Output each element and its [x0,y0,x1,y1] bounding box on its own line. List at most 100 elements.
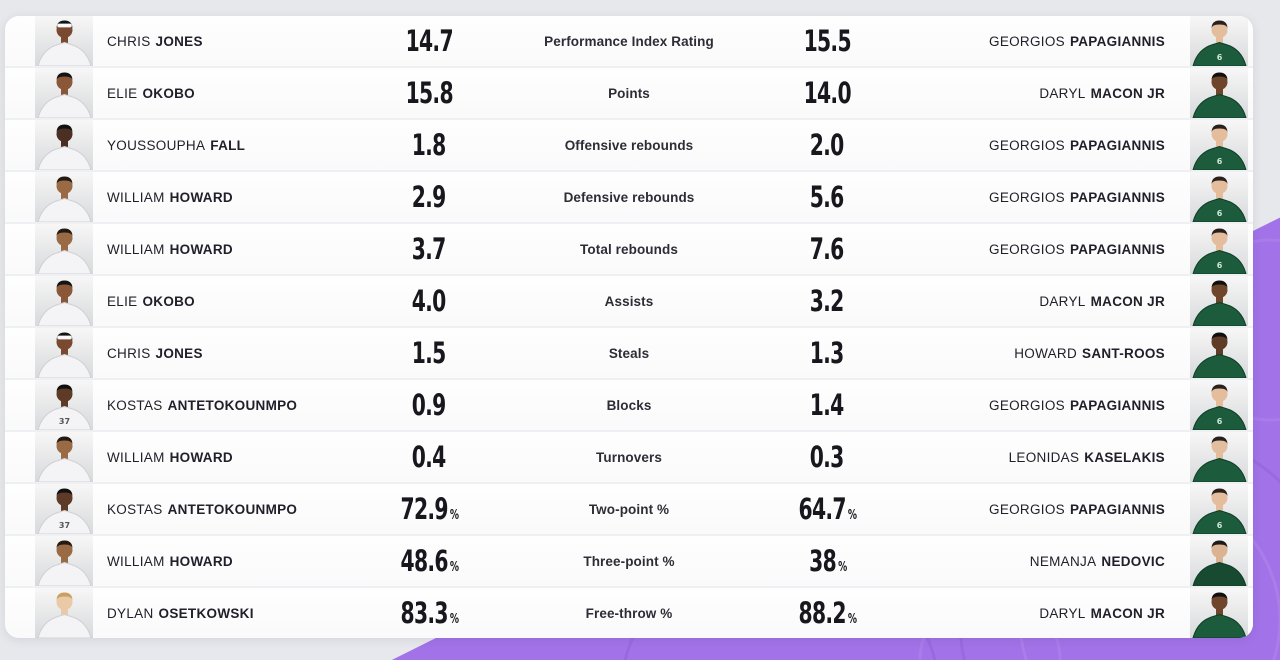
stat-row: 37 KOSTAS ANTETOKOUNMPO 72.9% Two-point … [5,484,1253,534]
left-stat-number: 1.8 [412,128,447,162]
left-player-name[interactable]: YOUSSOUPHA FALL [93,120,355,170]
right-stat-number: 2.0 [810,128,845,162]
right-player-name[interactable]: GEORGIOS PAPAGIANNIS [903,484,1165,534]
right-player-name[interactable]: GEORGIOS PAPAGIANNIS [903,16,1165,66]
player-photo-image: 6 [1190,120,1248,170]
left-player-photo[interactable] [5,328,93,378]
player-photo-image [1190,432,1248,482]
right-stat-value: 3.2 [753,276,903,326]
player-photo-image [1190,276,1248,326]
left-player-photo[interactable] [5,536,93,586]
player-photo-image [35,588,93,638]
left-stat-percent-sign: % [450,508,460,523]
right-stat-value: 38% [753,536,903,586]
right-player-name[interactable]: GEORGIOS PAPAGIANNIS [903,224,1165,274]
left-stat-number: 0.9 [412,388,447,422]
right-player-photo[interactable]: 6 [1165,380,1253,430]
left-player-photo[interactable] [5,432,93,482]
right-player-photo[interactable]: 6 [1165,172,1253,222]
left-stat-value: 2.9 [355,172,505,222]
left-player-first-name: YOUSSOUPHA [107,137,206,153]
left-stat-number: 72.9 [400,492,449,526]
left-stat-number: 0.4 [412,440,447,474]
left-player-name[interactable]: WILLIAM HOWARD [93,172,355,222]
player-photo-image [35,16,93,66]
right-player-photo[interactable]: 6 [1165,224,1253,274]
player-photo-image: 6 [1190,484,1248,534]
right-player-name[interactable]: LEONIDAS KASELAKIS [903,432,1165,482]
svg-text:6: 6 [1217,417,1223,426]
left-player-name[interactable]: CHRIS JONES [93,16,355,66]
right-player-photo[interactable] [1165,432,1253,482]
left-player-photo[interactable] [5,588,93,638]
right-player-photo[interactable] [1165,68,1253,118]
player-photo-image: 6 [1190,16,1248,66]
left-player-photo[interactable]: 37 [5,380,93,430]
left-player-photo[interactable] [5,224,93,274]
right-player-name[interactable]: GEORGIOS PAPAGIANNIS [903,380,1165,430]
left-player-photo[interactable] [5,276,93,326]
left-player-name[interactable]: WILLIAM HOWARD [93,224,355,274]
left-player-name[interactable]: WILLIAM HOWARD [93,432,355,482]
right-player-photo[interactable]: 6 [1165,16,1253,66]
right-stat-percent-sign: % [848,508,858,523]
right-player-name[interactable]: GEORGIOS PAPAGIANNIS [903,120,1165,170]
left-player-last-name: HOWARD [169,449,233,465]
left-player-photo[interactable] [5,16,93,66]
right-stat-number: 1.4 [810,388,845,422]
right-player-last-name: PAPAGIANNIS [1069,137,1165,153]
right-stat-value: 64.7% [753,484,903,534]
left-stat-value: 72.9% [355,484,505,534]
left-player-last-name: HOWARD [169,241,233,257]
right-player-photo[interactable]: 6 [1165,484,1253,534]
right-player-name[interactable]: DARYL MACON JR [903,276,1165,326]
player-photo-image [35,432,93,482]
stat-label: Free-throw % [585,605,673,621]
right-player-first-name: DARYL [1039,605,1086,621]
left-player-last-name: OKOBO [142,85,195,101]
left-stat-number: 4.0 [412,284,447,318]
left-player-name[interactable]: ELIE OKOBO [93,276,355,326]
left-stat-value: 1.5 [355,328,505,378]
right-player-photo[interactable]: 6 [1165,120,1253,170]
right-player-name[interactable]: DARYL MACON JR [903,588,1165,638]
left-player-name[interactable]: KOSTAS ANTETOKOUNMPO [93,380,355,430]
right-stat-percent-sign: % [837,560,848,575]
player-photo-image [1190,68,1248,118]
svg-text:6: 6 [1217,261,1223,270]
left-stat-number: 48.6 [400,544,449,578]
right-stat-value: 5.6 [753,172,903,222]
right-player-photo[interactable] [1165,536,1253,586]
right-player-name[interactable]: HOWARD SANT-ROOS [903,328,1165,378]
right-player-name[interactable]: NEMANJA NEDOVIC [903,536,1165,586]
right-stat-number: 5.6 [810,180,845,214]
right-stat-number: 7.6 [810,232,845,266]
left-player-name[interactable]: ELIE OKOBO [93,68,355,118]
right-stat-number: 38 [808,544,837,578]
right-stat-number: 0.3 [810,440,845,474]
stat-label: Offensive rebounds [564,137,694,153]
left-player-photo[interactable] [5,68,93,118]
svg-text:6: 6 [1217,209,1223,218]
left-player-photo[interactable]: 37 [5,484,93,534]
stat-label: Performance Index Rating [544,33,714,49]
left-player-name[interactable]: DYLAN OSETKOWSKI [93,588,355,638]
left-player-last-name: OKOBO [142,293,195,309]
left-player-name[interactable]: CHRIS JONES [93,328,355,378]
right-player-photo[interactable] [1165,328,1253,378]
right-player-name[interactable]: DARYL MACON JR [903,68,1165,118]
stat-row: 37 KOSTAS ANTETOKOUNMPO 0.9 Blocks 1.4 G… [5,380,1253,430]
left-player-photo[interactable] [5,172,93,222]
left-player-photo[interactable] [5,120,93,170]
right-player-first-name: GEORGIOS [989,397,1065,413]
left-player-name[interactable]: KOSTAS ANTETOKOUNMPO [93,484,355,534]
right-stat-value: 1.3 [753,328,903,378]
left-player-name[interactable]: WILLIAM HOWARD [93,536,355,586]
right-player-name[interactable]: GEORGIOS PAPAGIANNIS [903,172,1165,222]
right-player-first-name: GEORGIOS [989,501,1065,517]
right-player-photo[interactable] [1165,276,1253,326]
left-player-first-name: CHRIS [107,33,151,49]
left-player-first-name: CHRIS [107,345,151,361]
right-player-photo[interactable] [1165,588,1253,638]
stat-label: Three-point % [583,553,675,569]
